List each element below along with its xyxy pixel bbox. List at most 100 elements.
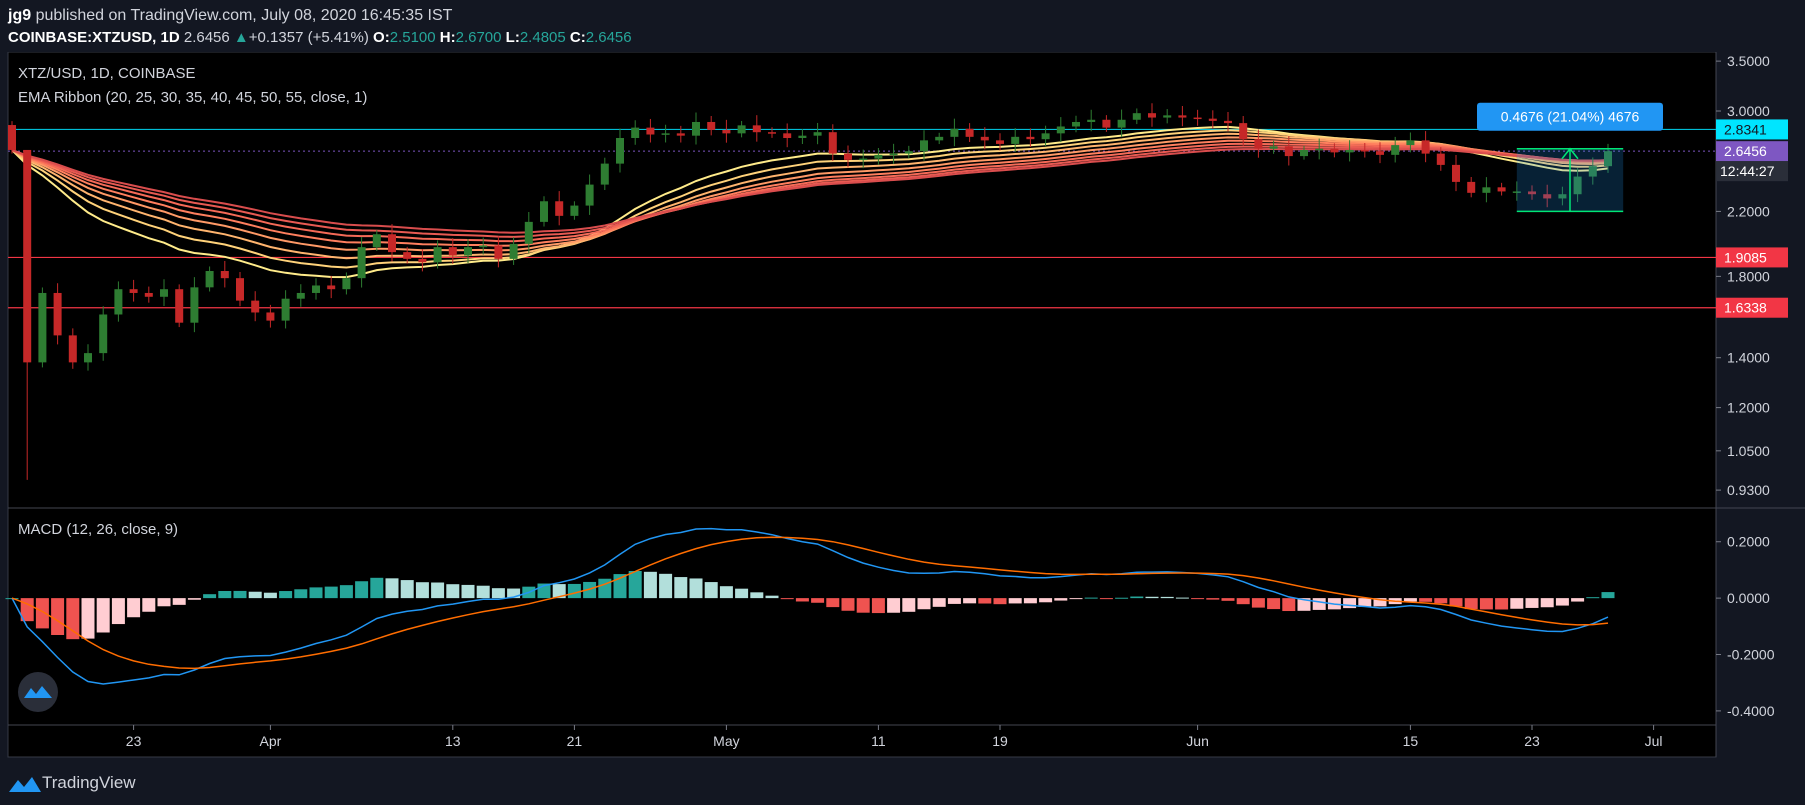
macd-hist-bar <box>963 598 977 604</box>
measure-label: 0.4676 (21.04%) 4676 <box>1501 109 1640 125</box>
candle-body <box>1026 136 1035 140</box>
candle-body <box>980 136 989 141</box>
macd-hist-bar <box>887 598 901 613</box>
candle-body <box>418 258 427 263</box>
macd-hist-bar <box>1343 598 1357 609</box>
candle-body <box>205 271 214 288</box>
time-tick-label: Jul <box>1645 733 1663 749</box>
chart-header: jg9 published on TradingView.com, July 0… <box>0 0 1805 52</box>
tradingview-brand[interactable]: TradingView <box>42 773 136 792</box>
candle-body <box>448 247 457 256</box>
countdown-label: 12:44:27 <box>1720 163 1775 179</box>
price-tick-label: 0.9300 <box>1727 482 1770 498</box>
candle-body <box>1345 149 1354 153</box>
ema-line-25 <box>11 129 1609 269</box>
macd-hist-bar <box>1084 597 1098 599</box>
candle-body <box>160 289 168 297</box>
candle-body <box>251 300 260 313</box>
candle-body <box>312 285 320 293</box>
candle-body <box>342 278 351 290</box>
macd-pane <box>5 527 1615 685</box>
candle-body <box>768 132 776 134</box>
macd-hist-bar <box>203 594 217 599</box>
ema-line-55 <box>11 147 1609 234</box>
publish-text: published on TradingView.com, July 08, 2… <box>31 7 453 24</box>
candle-body <box>1391 145 1400 155</box>
candle-body <box>1512 191 1521 193</box>
candle-body <box>1284 146 1293 157</box>
candle-body <box>296 292 305 299</box>
last-price-label: 2.6456 <box>1724 143 1767 159</box>
candle-body <box>1087 119 1096 122</box>
legend-ema-ribbon: EMA Ribbon (20, 25, 30, 35, 40, 45, 50, … <box>18 89 367 106</box>
macd-hist-bar <box>689 578 703 599</box>
time-tick-label: 13 <box>445 733 461 749</box>
legend-macd: MACD (12, 26, close, 9) <box>18 521 178 538</box>
macd-hist-bar <box>856 598 870 613</box>
macd-hist-bar <box>780 598 794 600</box>
macd-hist-bar <box>1403 598 1417 602</box>
candle-body <box>540 201 548 222</box>
symbol-name[interactable]: COINBASE:XTZUSD, 1D <box>8 29 180 46</box>
candle-body <box>616 138 624 164</box>
macd-hist-bar <box>324 586 338 599</box>
candle-body <box>494 245 503 259</box>
macd-hist-bar <box>370 577 384 599</box>
candle-body <box>752 125 761 133</box>
macd-hist-bar <box>1586 597 1600 599</box>
macd-hist-bar <box>1039 598 1053 603</box>
candle-body <box>1452 164 1460 182</box>
macd-hist-bar <box>826 598 840 608</box>
time-axis[interactable]: 23Apr1321May1119Jun1523Jul13 <box>126 725 1805 749</box>
candle-body <box>1254 139 1263 149</box>
time-tick-label: Jun <box>1186 733 1209 749</box>
macd-hist-bar <box>1206 598 1220 600</box>
candle-body <box>1269 146 1278 149</box>
macd-hist-bar <box>978 598 992 604</box>
candle-body <box>1011 136 1020 144</box>
ema-line-35 <box>11 136 1609 252</box>
candle-body <box>631 127 640 139</box>
candle-body <box>692 121 700 136</box>
candle-body <box>889 153 898 156</box>
price-change: +0.1357 (+5.41%) <box>248 29 369 46</box>
ema-line-30 <box>11 132 1609 260</box>
macd-hist-bar <box>628 571 642 599</box>
candle-body <box>68 335 77 363</box>
macd-hist-bar <box>96 598 110 633</box>
macd-hist-bar <box>294 589 308 599</box>
macd-hist-bar <box>111 598 125 625</box>
macd-hist-bar <box>719 586 733 599</box>
low-label: L: <box>505 29 520 46</box>
candle-body <box>403 252 412 259</box>
macd-hist-bar <box>157 598 171 607</box>
candle-body <box>1573 176 1582 195</box>
candle-body <box>1117 119 1126 128</box>
author-name[interactable]: jg9 <box>8 7 32 24</box>
chart-canvas[interactable]: 0.4676 (21.04%) 4676 3.5000 3.0000 2.2000 1… <box>0 52 1805 762</box>
candle-body <box>722 129 731 134</box>
price-range-measure[interactable]: 0.4676 (21.04%) 4676 <box>1477 102 1663 213</box>
macd-hist-bar <box>1555 598 1569 606</box>
ema-line-50 <box>11 145 1609 238</box>
macd-hist-bar <box>750 592 764 599</box>
price-axis[interactable]: 3.5000 3.0000 2.2000 1.8000 1.4000 1.2000 1.05… <box>1716 53 1788 719</box>
plot-area[interactable] <box>7 52 1717 758</box>
candle-body <box>372 234 381 248</box>
macd-hist-bar <box>476 585 490 599</box>
macd-hist-bar <box>1510 598 1524 609</box>
price-tick-label: 2.2000 <box>1727 203 1770 219</box>
macd-hist-bar <box>583 581 597 599</box>
macd-hist-bar <box>735 588 749 599</box>
tradingview-logo-icon[interactable] <box>8 772 42 794</box>
candle-body <box>844 153 852 160</box>
publish-info: jg9 published on TradingView.com, July 0… <box>8 7 452 25</box>
candle-body <box>53 292 62 336</box>
macd-hist-bar <box>35 598 49 629</box>
hline-label-1-box <box>1716 247 1788 268</box>
macd-hist-bar <box>1221 598 1235 601</box>
candle-body <box>676 133 685 136</box>
candle-body <box>570 205 579 216</box>
candle-body <box>479 245 488 248</box>
candle-body <box>190 287 199 323</box>
